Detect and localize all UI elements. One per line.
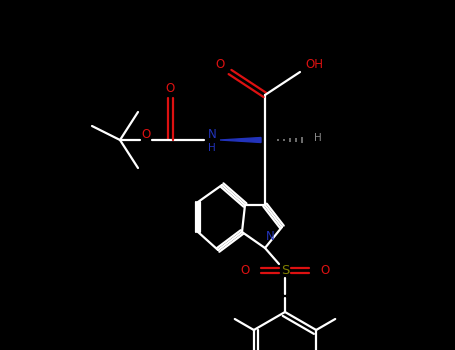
Polygon shape	[220, 138, 261, 142]
Text: OH: OH	[305, 57, 323, 70]
Text: H: H	[314, 133, 322, 143]
Text: O: O	[142, 128, 151, 141]
Text: N: N	[266, 230, 274, 243]
Text: S: S	[281, 264, 289, 276]
Text: O: O	[165, 82, 175, 95]
Text: O: O	[215, 57, 225, 70]
Text: N: N	[207, 128, 217, 141]
Text: O: O	[320, 264, 329, 276]
Text: O: O	[240, 264, 250, 276]
Text: H: H	[208, 143, 216, 153]
